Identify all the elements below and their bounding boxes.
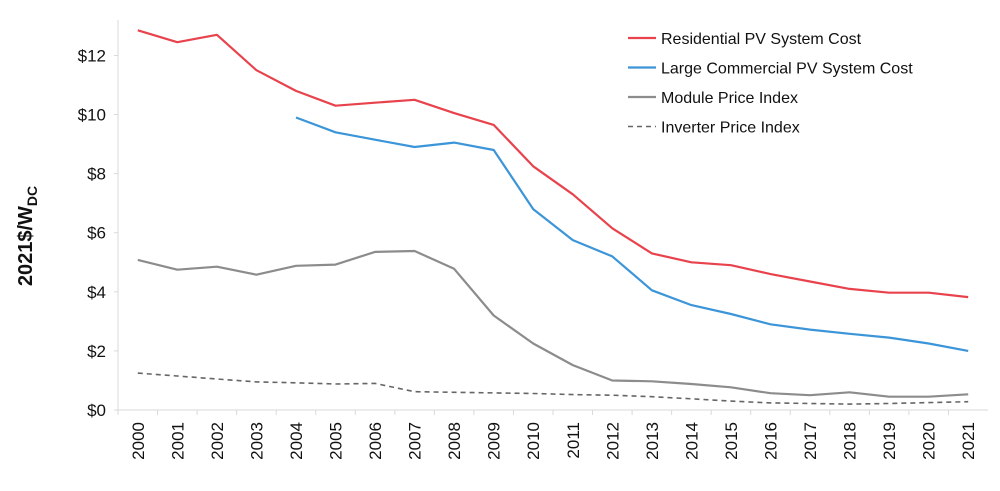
axes [117,20,988,411]
y-tick-label: $4 [87,283,106,302]
y-tick-label: $0 [87,401,106,420]
series-line-module-price-index [137,249,969,398]
legend-label: Residential PV System Cost [661,31,862,48]
x-tick-label: 2007 [406,422,425,460]
y-tick-label: $8 [87,165,106,184]
x-tick-label: 2008 [445,422,464,460]
y-tick-label: $10 [78,106,106,125]
legend-label: Large Commercial PV System Cost [661,61,913,78]
y-tick-label: $2 [87,342,106,361]
x-tick-label: 2011 [564,422,583,459]
legend-label: Module Price Index [661,90,798,107]
y-tick-label: $12 [78,46,106,65]
x-tick-label: 2002 [208,422,227,460]
x-tick-label: 2005 [327,422,346,460]
x-tick-label: 2018 [841,422,860,460]
x-tick-label: 2006 [366,422,385,460]
legend-label: Inverter Price Index [661,120,800,137]
series-line-inverter-price-index [137,372,969,405]
x-tick-label: 2020 [920,422,939,460]
series-line-residential-pv-system-cost [137,29,969,299]
series-line-large-commercial-pv-system-cost [295,116,969,352]
y-tick-label: $6 [87,224,106,243]
x-tick-label: 2010 [524,422,543,460]
x-tick-label: 2012 [603,422,622,460]
x-tick-label: 2016 [762,422,781,460]
series-lines [137,29,969,405]
y-axis-label-subscript: DC [24,186,40,206]
x-tick-label: 2003 [247,422,266,460]
legend: Residential PV System Cost Large Commerci… [628,31,913,137]
y-axis-label: 2021$/WDC [15,186,40,286]
x-tick-label: 2021 [959,422,978,460]
x-tick-label: 2001 [168,422,187,460]
x-tick-label: 2017 [801,422,820,460]
x-tick-label: 2015 [722,422,741,460]
x-tick-label: 2000 [129,422,148,460]
y-axis-ticks: $0 $2 $4 $6 $8 $10 $12 [78,46,118,420]
x-tick-label: 2013 [643,422,662,460]
x-tick-label: 2009 [485,422,504,460]
x-tick-label: 2004 [287,422,306,460]
y-axis-label-main: 2021$/W [15,206,37,286]
x-tick-label: 2019 [880,422,899,460]
x-tick-label: 2014 [682,422,701,460]
x-axis-ticks: 2000 2001 2002 2003 2004 2005 2006 2007 2008 2009… [117,410,978,460]
